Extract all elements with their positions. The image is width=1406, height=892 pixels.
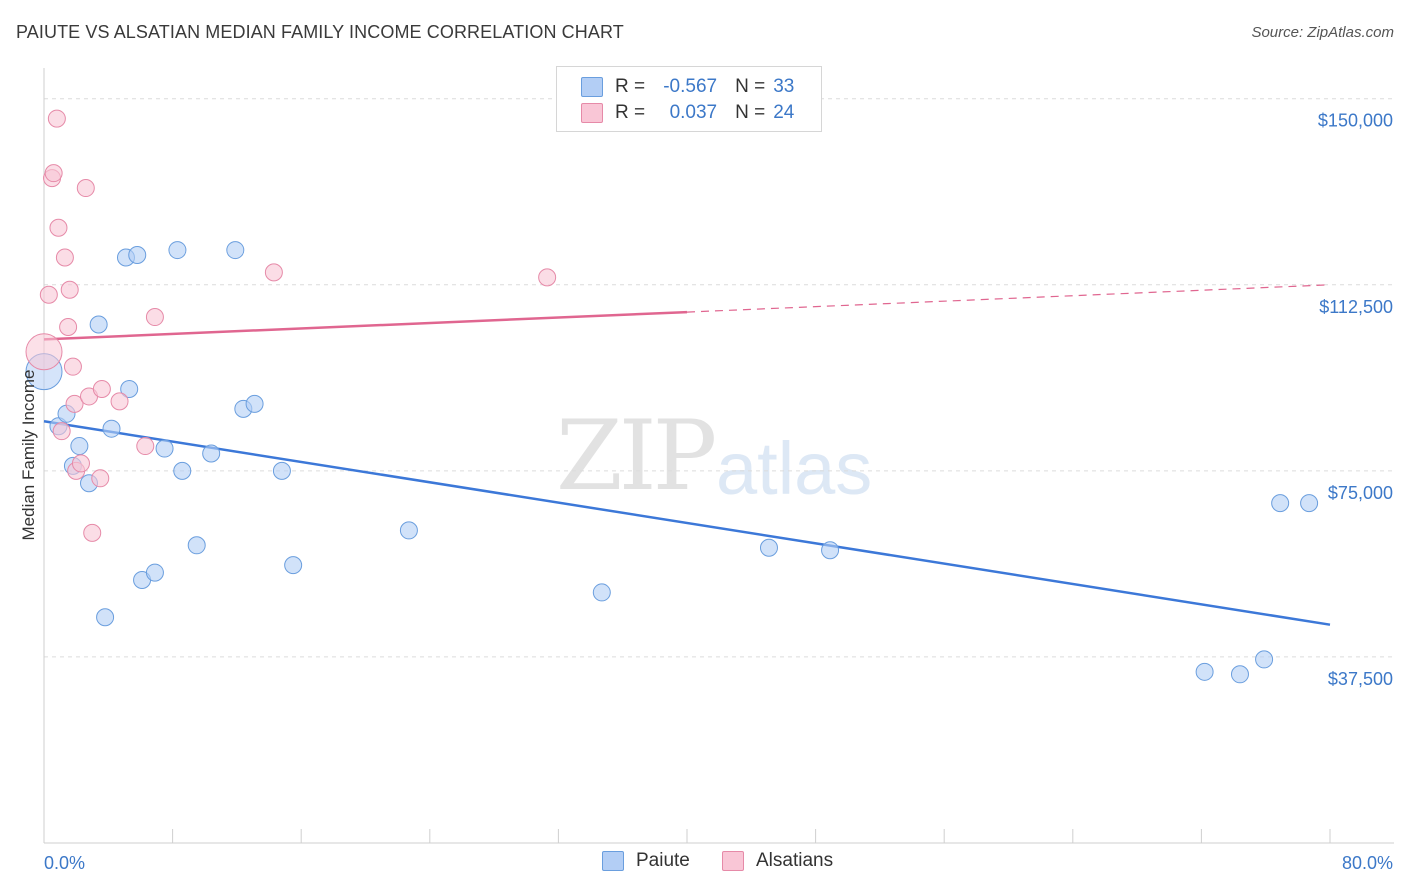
gridlines xyxy=(44,98,1394,658)
axes xyxy=(43,68,1394,844)
point-alsatians xyxy=(264,263,283,282)
point-paiute xyxy=(168,241,187,260)
bottom-legend: Paiute Alsatians xyxy=(0,850,1406,878)
point-alsatians xyxy=(63,357,82,376)
point-paiute xyxy=(272,461,291,480)
point-alsatians xyxy=(47,109,66,128)
legend-swatch-alsatians xyxy=(581,103,603,123)
legend-n-value: 33 xyxy=(773,76,795,97)
bottom-legend-paiute: Paiute xyxy=(602,850,690,872)
bottom-legend-swatch-paiute xyxy=(602,851,624,871)
point-paiute xyxy=(1230,665,1249,684)
trend-line-alsatians-extension xyxy=(686,284,1331,313)
point-paiute xyxy=(759,538,778,557)
bottom-legend-swatch-alsatians xyxy=(722,851,744,871)
trend-lines xyxy=(43,284,1331,626)
watermark-zip: ZIP xyxy=(556,400,717,512)
point-alsatians xyxy=(538,268,557,287)
watermark-atlas: atlas xyxy=(716,427,873,510)
point-alsatians xyxy=(136,437,155,456)
y-tick-label: $37,500 xyxy=(1328,669,1393,689)
point-paiute xyxy=(120,379,139,398)
point-alsatians xyxy=(49,218,68,237)
legend-row-paiute: R = -0.567 N = 33 xyxy=(581,75,794,99)
point-alsatians xyxy=(60,280,79,299)
trend-line-alsatians xyxy=(43,310,688,341)
y-axis-label: Median Family Income xyxy=(19,369,38,540)
point-alsatians xyxy=(44,164,63,183)
y-tick-label: $112,500 xyxy=(1319,297,1393,317)
chart-title: PAIUTE VS ALSATIAN MEDIAN FAMILY INCOME … xyxy=(16,22,624,42)
point-alsatians xyxy=(25,333,63,371)
point-paiute xyxy=(128,246,147,265)
point-paiute xyxy=(226,241,245,260)
legend-n-value: 24 xyxy=(773,102,795,123)
point-paiute xyxy=(1195,662,1214,681)
point-alsatians xyxy=(55,248,74,267)
x-tick-labels: 0.0% 80.0% xyxy=(44,853,1393,873)
y-tick-label: $75,000 xyxy=(1328,483,1393,503)
y-tick-label: $150,000 xyxy=(1318,111,1393,131)
point-alsatians xyxy=(71,454,90,473)
point-paiute xyxy=(145,563,164,582)
point-alsatians xyxy=(59,317,78,336)
y-tick-labels: $150,000 $112,500 $75,000 $37,500 xyxy=(1318,111,1393,689)
point-alsatians xyxy=(110,392,129,411)
trend-line-paiute xyxy=(43,420,1331,626)
legend-r-label: R = xyxy=(615,102,646,123)
legend: R = -0.567 N = 33 R = 0.037 N = 24 xyxy=(556,66,822,132)
point-paiute xyxy=(155,439,174,458)
legend-row-alsatians: R = 0.037 N = 24 xyxy=(581,101,794,125)
point-alsatians xyxy=(39,285,58,304)
point-paiute xyxy=(102,419,121,438)
legend-n-label: N = xyxy=(735,76,766,97)
point-alsatians xyxy=(91,469,110,488)
point-paiute xyxy=(821,541,840,560)
point-alsatians xyxy=(92,379,111,398)
point-paiute xyxy=(284,556,303,575)
point-alsatians xyxy=(83,523,102,542)
legend-n-label: N = xyxy=(735,102,766,123)
point-alsatians xyxy=(65,394,84,413)
x-tick-label-right: 80.0% xyxy=(1342,853,1393,873)
legend-r-label: R = xyxy=(615,76,646,97)
point-paiute xyxy=(96,608,115,627)
point-paiute xyxy=(202,444,221,463)
point-alsatians xyxy=(76,179,95,198)
point-paiute xyxy=(399,521,418,540)
point-paiute xyxy=(70,437,89,456)
x-tick-label-left: 0.0% xyxy=(44,853,85,873)
point-paiute xyxy=(592,583,611,602)
legend-r-value: -0.567 xyxy=(663,76,718,97)
legend-r-value: 0.037 xyxy=(669,102,718,123)
point-paiute xyxy=(1255,650,1274,669)
point-paiute xyxy=(245,394,264,413)
data-points xyxy=(25,109,1319,684)
point-paiute xyxy=(173,461,192,480)
point-alsatians xyxy=(145,308,164,327)
point-paiute xyxy=(1300,494,1319,513)
source-label: Source: ZipAtlas.com xyxy=(1251,24,1394,41)
legend-swatch-paiute xyxy=(581,77,603,97)
bottom-legend-label: Paiute xyxy=(636,850,690,871)
point-paiute xyxy=(1271,494,1290,513)
point-alsatians xyxy=(52,422,71,441)
point-paiute xyxy=(89,315,108,334)
bottom-legend-label: Alsatians xyxy=(756,850,834,871)
bottom-legend-alsatians: Alsatians xyxy=(722,850,833,872)
point-paiute xyxy=(187,536,206,555)
